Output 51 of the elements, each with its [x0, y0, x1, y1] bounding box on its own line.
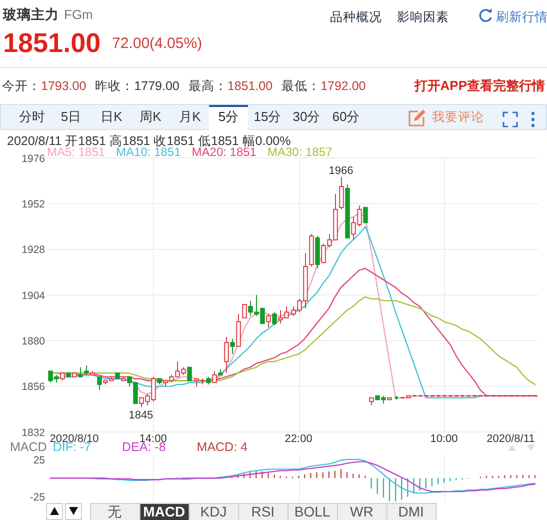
- text: WR: [350, 504, 374, 520]
- text: 30分: [292, 109, 320, 124]
- text: 分时: [19, 109, 45, 124]
- text: 我要评论: [432, 110, 484, 124]
- text: 无: [108, 504, 122, 520]
- text: 1793.00: [41, 79, 86, 93]
- text: 玻璃主力: [2, 6, 59, 22]
- y-tick-label: 1904: [22, 290, 46, 302]
- x-tick-label: 22:00: [284, 433, 312, 445]
- text: 5日: [60, 109, 82, 124]
- text: 打开APP查看完整行情: [413, 78, 545, 93]
- annotation: 1966: [328, 165, 354, 178]
- text: 1851.00: [3, 28, 101, 58]
- series-label: MACD: 4: [196, 440, 248, 454]
- text: 60分: [332, 109, 360, 124]
- text: MA5: 1851: [47, 145, 106, 159]
- annotation: 1845: [128, 409, 154, 422]
- text: 1792.00: [320, 79, 366, 93]
- text: 周K: [140, 109, 162, 124]
- text: BOLL: [294, 504, 330, 520]
- y-tick-label: 25: [33, 454, 46, 466]
- y-tick-label: 1952: [22, 198, 46, 210]
- text: 15分: [254, 109, 282, 124]
- text: 影响因素: [397, 10, 449, 24]
- text: KDJ: [200, 504, 227, 520]
- text: DMI: [398, 504, 424, 520]
- chart-title: MACD: [10, 440, 47, 454]
- text: 今开：: [2, 79, 41, 93]
- text: 最低：: [282, 79, 321, 93]
- text: 最高：: [188, 78, 228, 93]
- chart-title: 2020/8/11 开1851 高1851 收1851 低1851 幅0.00%: [7, 133, 291, 148]
- text: MA30: 1857: [267, 145, 333, 159]
- text: FGm: [64, 7, 93, 22]
- y-tick-label: 1832: [22, 426, 46, 439]
- text: 5分: [218, 109, 239, 124]
- text: 品种概况: [330, 10, 382, 24]
- text: 日K: [100, 109, 123, 124]
- x-tick-label: 10:00: [430, 433, 458, 445]
- text: 1779.00: [134, 79, 180, 93]
- y-tick-label: 1928: [22, 244, 46, 256]
- text: 月K: [179, 109, 202, 124]
- text: 72.00(4.05%): [112, 35, 202, 52]
- text: 1851.00: [227, 79, 273, 93]
- x-tick-label: 2020/8/11: [486, 433, 535, 445]
- y-tick-label: 1976: [22, 152, 46, 165]
- text: RSI: [251, 504, 275, 520]
- y-tick-label: -25: [30, 492, 46, 504]
- text: MACD: [143, 504, 186, 520]
- y-tick-label: 1880: [22, 335, 46, 348]
- y-tick-label: 1856: [22, 381, 46, 394]
- text: 昨收：: [95, 79, 134, 93]
